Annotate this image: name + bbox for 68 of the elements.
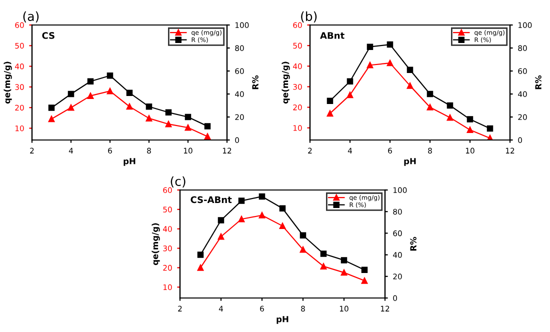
point [486, 125, 494, 132]
point [361, 278, 368, 284]
point [204, 133, 211, 140]
annotation: CS-ABnt [190, 196, 232, 204]
point [406, 82, 414, 89]
point [258, 193, 266, 200]
point [68, 90, 74, 98]
y2-axis-title: R% [410, 236, 416, 251]
point [258, 212, 266, 218]
point [466, 126, 474, 134]
point [279, 205, 286, 212]
point [300, 246, 306, 253]
y-axis-title: qe(mg/g) [152, 223, 160, 266]
x-axis-title: pH [276, 316, 288, 324]
chart-title: (a) [23, 11, 39, 22]
x-axis-title: pH [404, 158, 416, 166]
point [238, 216, 245, 222]
point [48, 116, 55, 122]
point [346, 92, 354, 98]
point [146, 104, 152, 110]
point [106, 72, 114, 79]
point [406, 66, 414, 73]
point [386, 60, 394, 66]
point [68, 104, 74, 111]
point [146, 115, 152, 122]
y-axis-title: qe(mg/g) [4, 62, 12, 104]
point [204, 123, 211, 130]
annotation: CS [42, 32, 54, 39]
point [340, 257, 348, 264]
point [386, 41, 394, 48]
point [165, 109, 172, 116]
point [87, 78, 94, 84]
point [320, 263, 327, 270]
point [366, 44, 374, 50]
y2-axis-title: R% [535, 75, 542, 90]
point [366, 62, 374, 68]
point [300, 232, 306, 238]
point [361, 266, 368, 274]
point [197, 264, 204, 271]
y2-axis-title: R% [252, 75, 258, 90]
point [326, 110, 334, 117]
point [184, 124, 192, 131]
point [106, 88, 114, 94]
point [197, 252, 204, 258]
point [238, 198, 245, 204]
point [184, 114, 192, 120]
point [326, 98, 334, 104]
y-axis-title: qe(mg/g) [282, 62, 290, 104]
point [279, 222, 286, 230]
x-axis-title: pH [124, 158, 136, 166]
point [218, 217, 224, 224]
point [126, 103, 133, 110]
point [320, 250, 327, 257]
point [426, 90, 434, 98]
point [87, 92, 94, 99]
point [340, 269, 348, 276]
point [218, 233, 224, 240]
point [165, 120, 172, 128]
point [466, 116, 474, 122]
chart-title: (c) [170, 176, 186, 188]
point [346, 78, 354, 84]
point [126, 90, 133, 96]
point [426, 104, 434, 110]
chart-title: (b) [301, 11, 317, 22]
point [48, 104, 55, 111]
annotation: ABnt [320, 32, 344, 39]
point [446, 114, 454, 121]
point [446, 102, 454, 109]
